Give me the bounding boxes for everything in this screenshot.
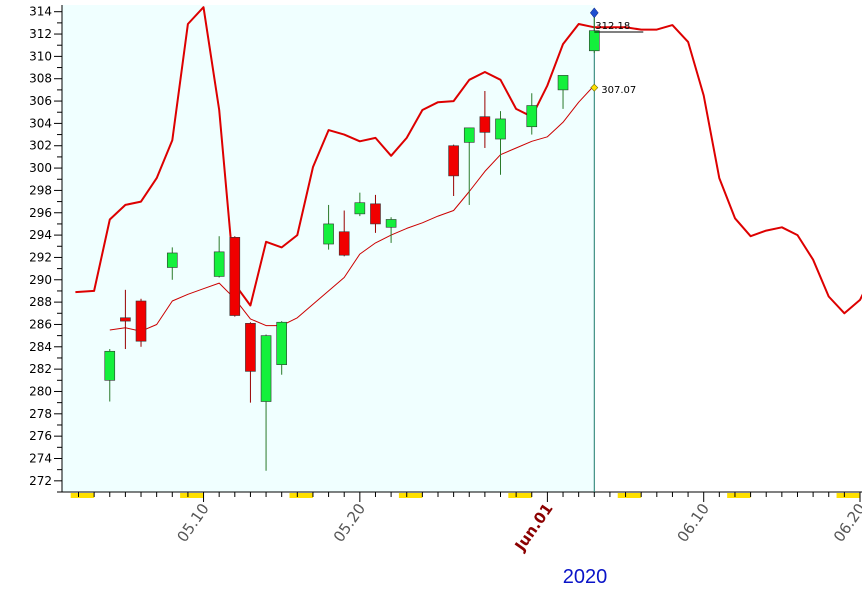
candle bbox=[385, 217, 397, 243]
y-tick-label: 304 bbox=[29, 116, 52, 130]
candle-body bbox=[213, 251, 225, 277]
candle bbox=[135, 298, 147, 347]
y-tick-label: 282 bbox=[29, 362, 52, 376]
annotations: 312.18 307.07 bbox=[589, 7, 644, 96]
candle bbox=[229, 236, 241, 317]
candle bbox=[120, 289, 131, 350]
last-price-marker bbox=[589, 7, 599, 19]
y-tick-label: 280 bbox=[29, 384, 52, 398]
candle bbox=[557, 75, 569, 109]
candle-body bbox=[245, 323, 256, 372]
average-label: 307.07 bbox=[601, 85, 636, 96]
candle bbox=[104, 349, 116, 402]
y-tick-label: 286 bbox=[29, 317, 52, 331]
candles bbox=[104, 16, 600, 471]
y-tick-label: 306 bbox=[29, 94, 52, 108]
candle bbox=[338, 210, 350, 257]
candle-body bbox=[354, 202, 366, 215]
y-tick-label: 296 bbox=[29, 206, 52, 220]
candle-body bbox=[495, 118, 506, 140]
candle bbox=[276, 321, 287, 375]
average-marker bbox=[590, 83, 599, 92]
candle-body bbox=[135, 300, 147, 342]
weekend-marker bbox=[836, 493, 860, 498]
x-tick-label: 06.10 bbox=[674, 500, 713, 546]
candle-body bbox=[260, 335, 272, 402]
x-tick-label: 05.20 bbox=[330, 500, 369, 546]
candle bbox=[448, 144, 459, 197]
candle-body bbox=[385, 219, 397, 228]
candle bbox=[354, 192, 366, 217]
candle-body bbox=[338, 231, 350, 256]
y-axis: 272 274 276 278 280 282 284 286 288 290 292 294 296 2… bbox=[29, 5, 62, 493]
candle-body bbox=[104, 350, 116, 381]
candle-body bbox=[588, 30, 600, 52]
series-line-1 bbox=[75, 6, 862, 315]
x-tick-label: Jun.01 bbox=[511, 500, 557, 555]
candle-body bbox=[448, 145, 459, 177]
candle bbox=[463, 127, 475, 205]
weekend-marker bbox=[727, 493, 751, 498]
y-tick-label: 272 bbox=[29, 474, 52, 488]
candle-body bbox=[479, 116, 491, 133]
x-tick-label: 05.10 bbox=[173, 500, 212, 546]
candle-body bbox=[120, 317, 131, 322]
weekend-marker bbox=[180, 493, 204, 498]
candle bbox=[479, 91, 491, 148]
y-tick-label: 300 bbox=[29, 161, 52, 175]
y-tick-label: 290 bbox=[29, 273, 52, 287]
y-tick-label: 308 bbox=[29, 72, 52, 86]
line-series bbox=[75, 6, 862, 332]
weekend-marker bbox=[508, 493, 532, 498]
candle-body bbox=[370, 203, 381, 225]
y-tick-label: 312 bbox=[29, 27, 52, 41]
candle-body bbox=[526, 105, 538, 128]
y-tick-label: 298 bbox=[29, 183, 52, 197]
candle-body bbox=[463, 127, 475, 143]
candle bbox=[166, 247, 178, 280]
candle bbox=[323, 204, 334, 250]
weekend-marker bbox=[398, 493, 423, 498]
y-tick-label: 276 bbox=[29, 429, 52, 443]
y-tick-label: 314 bbox=[29, 5, 52, 19]
weekend-marker bbox=[289, 493, 313, 498]
y-tick-label: 292 bbox=[29, 250, 52, 264]
x-tick-label: 06.20 bbox=[830, 500, 862, 546]
candle bbox=[588, 16, 600, 54]
candle bbox=[526, 93, 538, 135]
candle-body bbox=[323, 223, 334, 245]
candle-body bbox=[166, 252, 178, 268]
last-price-label: 312.18 bbox=[595, 21, 630, 32]
candle bbox=[245, 322, 256, 403]
y-tick-label: 288 bbox=[29, 295, 52, 309]
candle bbox=[260, 334, 272, 471]
candle-body bbox=[276, 321, 287, 365]
y-tick-label: 294 bbox=[29, 228, 52, 242]
candle bbox=[495, 111, 506, 175]
y-tick-label: 284 bbox=[29, 340, 52, 354]
candle bbox=[213, 236, 225, 278]
candle-body bbox=[229, 237, 241, 316]
y-tick-label: 278 bbox=[29, 407, 52, 421]
weekend-marker bbox=[617, 493, 642, 498]
year-label: 2020 bbox=[562, 566, 608, 588]
candle-body bbox=[557, 75, 569, 91]
series-line-2 bbox=[109, 85, 595, 332]
candle bbox=[370, 194, 381, 233]
y-tick-label: 274 bbox=[29, 451, 52, 465]
y-tick-label: 310 bbox=[29, 49, 52, 63]
y-tick-label: 302 bbox=[29, 139, 52, 153]
weekend-marker bbox=[70, 493, 95, 498]
x-axis: 05.10 05.20 Jun.01 06.10 06.20 bbox=[70, 492, 862, 555]
